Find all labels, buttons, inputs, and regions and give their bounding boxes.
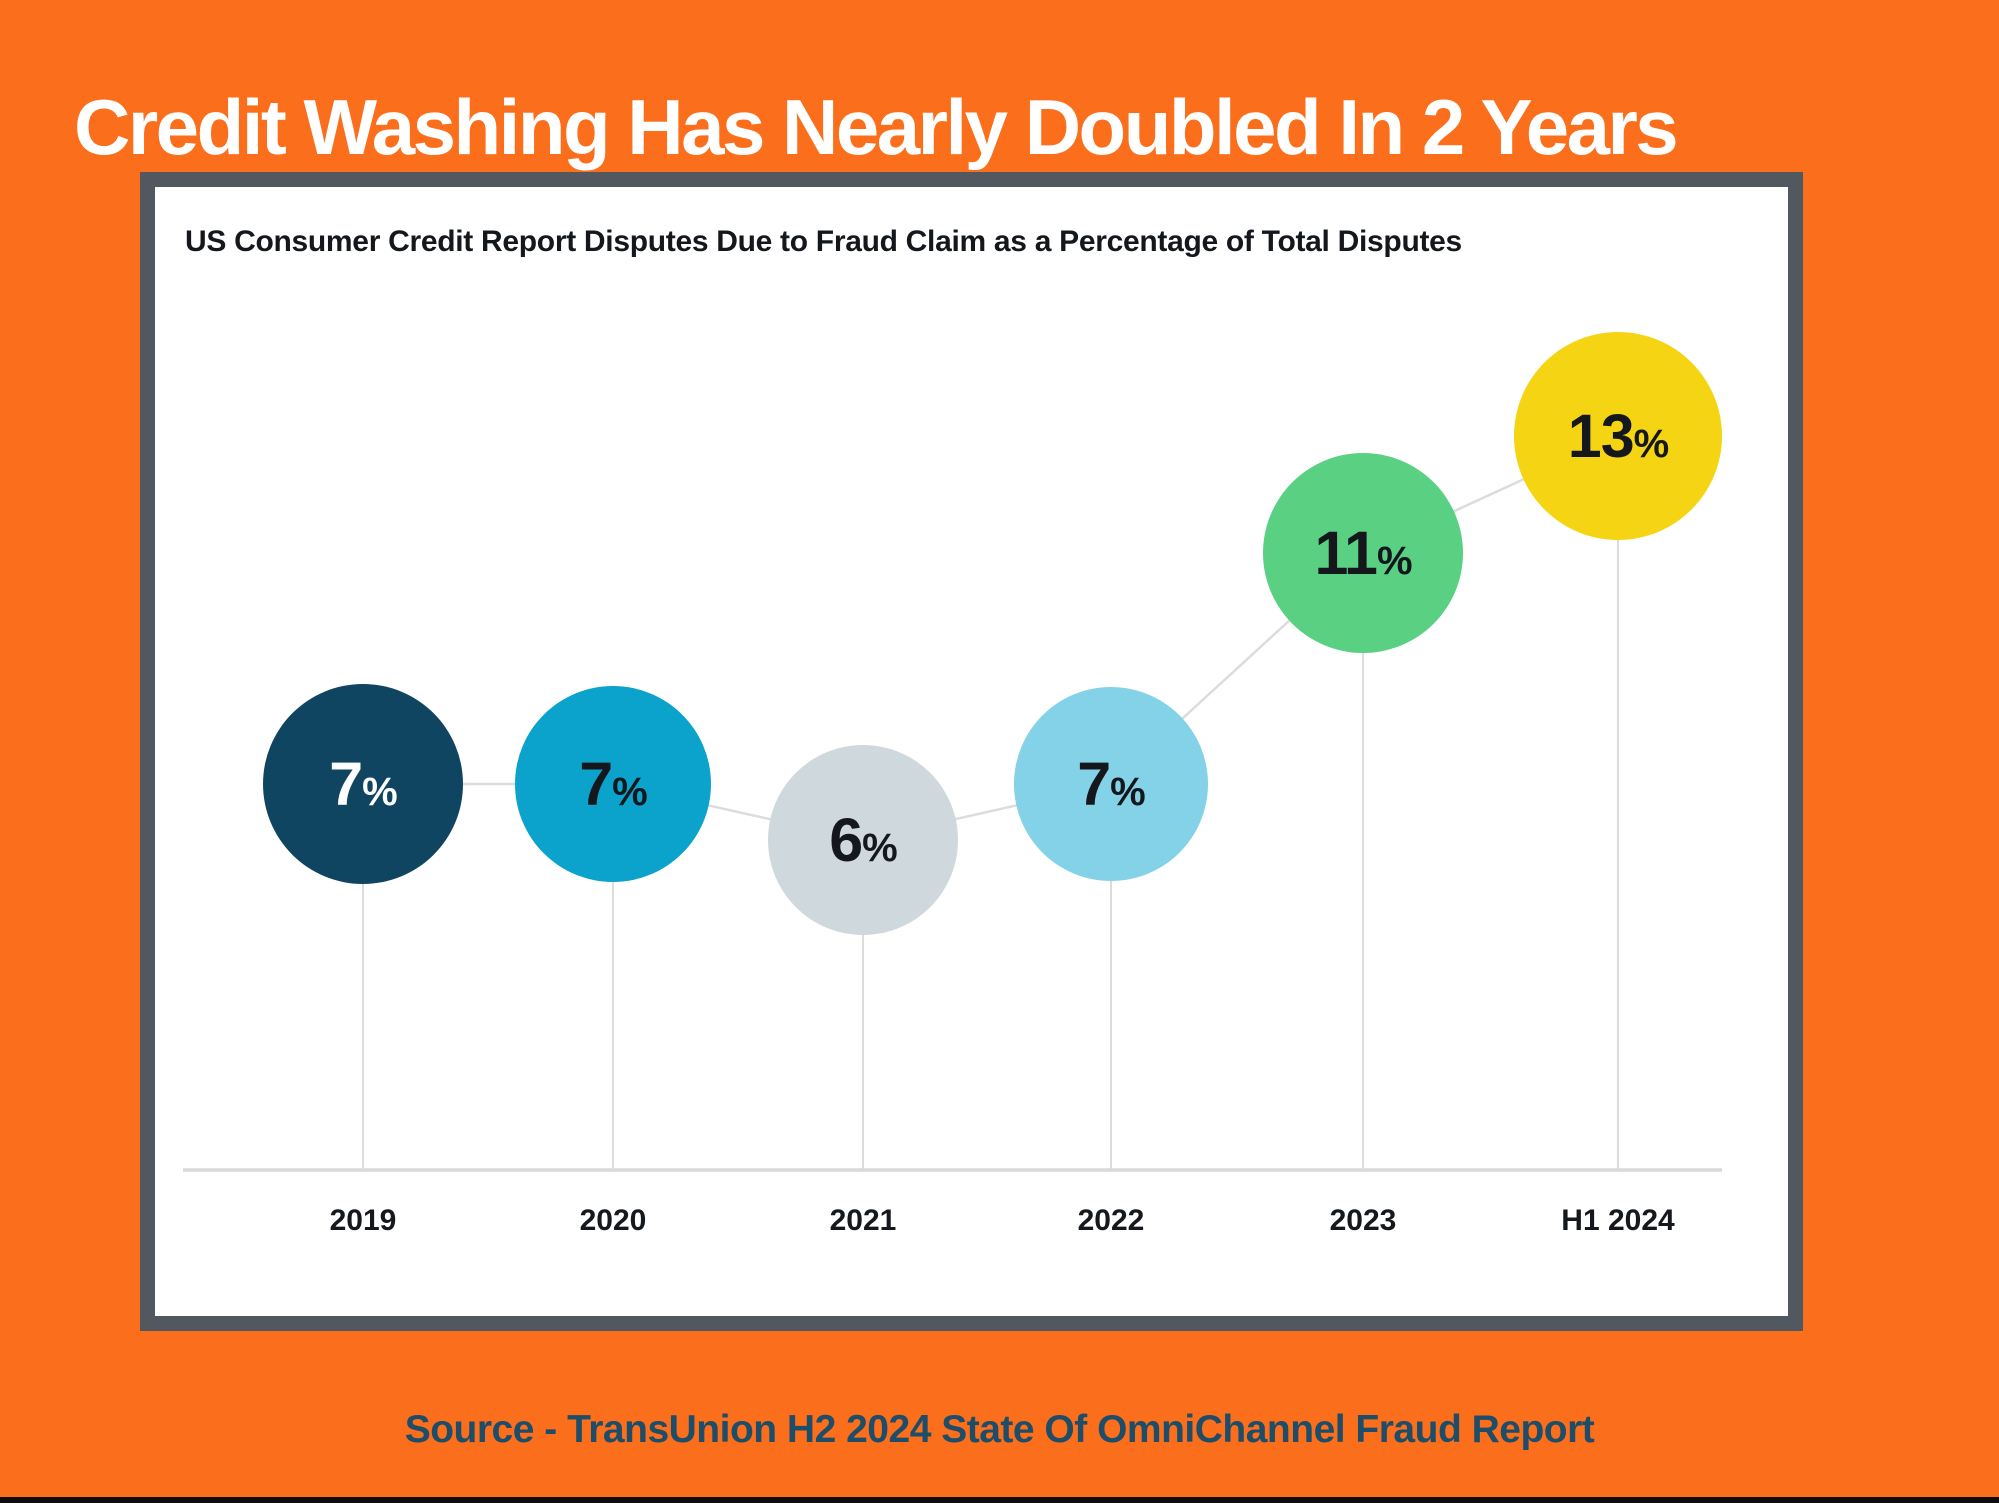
x-axis-label: 2023 [1330, 1204, 1397, 1237]
data-point-bubble [1014, 687, 1208, 881]
bubble-chart: 7% 7% 6% 7% 11% 13% 2019 2020 2021 2022 2023 H1 202… [183, 332, 1722, 1237]
chart-card: 7% 7% 6% 7% 11% 13% 2019 2020 2021 2022 2023 H1 202… [140, 172, 1803, 1331]
page-title: Credit Washing Has Nearly Doubled In 2 Y… [74, 83, 1679, 172]
x-axis-label: 2019 [330, 1204, 397, 1237]
data-point-bubble [263, 684, 463, 884]
x-axis-label: 2020 [580, 1204, 647, 1237]
x-axis-label: H1 2024 [1561, 1204, 1675, 1237]
data-point-value: 7% [579, 750, 647, 818]
data-point-value: 7% [1077, 750, 1145, 818]
source-attribution: Source - TransUnion H2 2024 State Of Omn… [404, 1408, 1595, 1451]
data-point-bubble [768, 745, 958, 935]
bottom-bar [0, 1497, 1999, 1503]
data-point-bubble [1263, 453, 1463, 653]
x-axis-label: 2021 [830, 1204, 897, 1237]
data-point-value: 6% [829, 806, 897, 874]
x-axis-label: 2022 [1078, 1204, 1145, 1237]
data-point-value: 11% [1314, 519, 1412, 587]
chart-title: US Consumer Credit Report Disputes Due t… [185, 225, 1462, 258]
data-point-value: 7% [329, 750, 397, 818]
data-point-bubble [1514, 332, 1722, 540]
data-point-value: 13% [1568, 402, 1669, 470]
data-point-bubble [515, 686, 711, 882]
